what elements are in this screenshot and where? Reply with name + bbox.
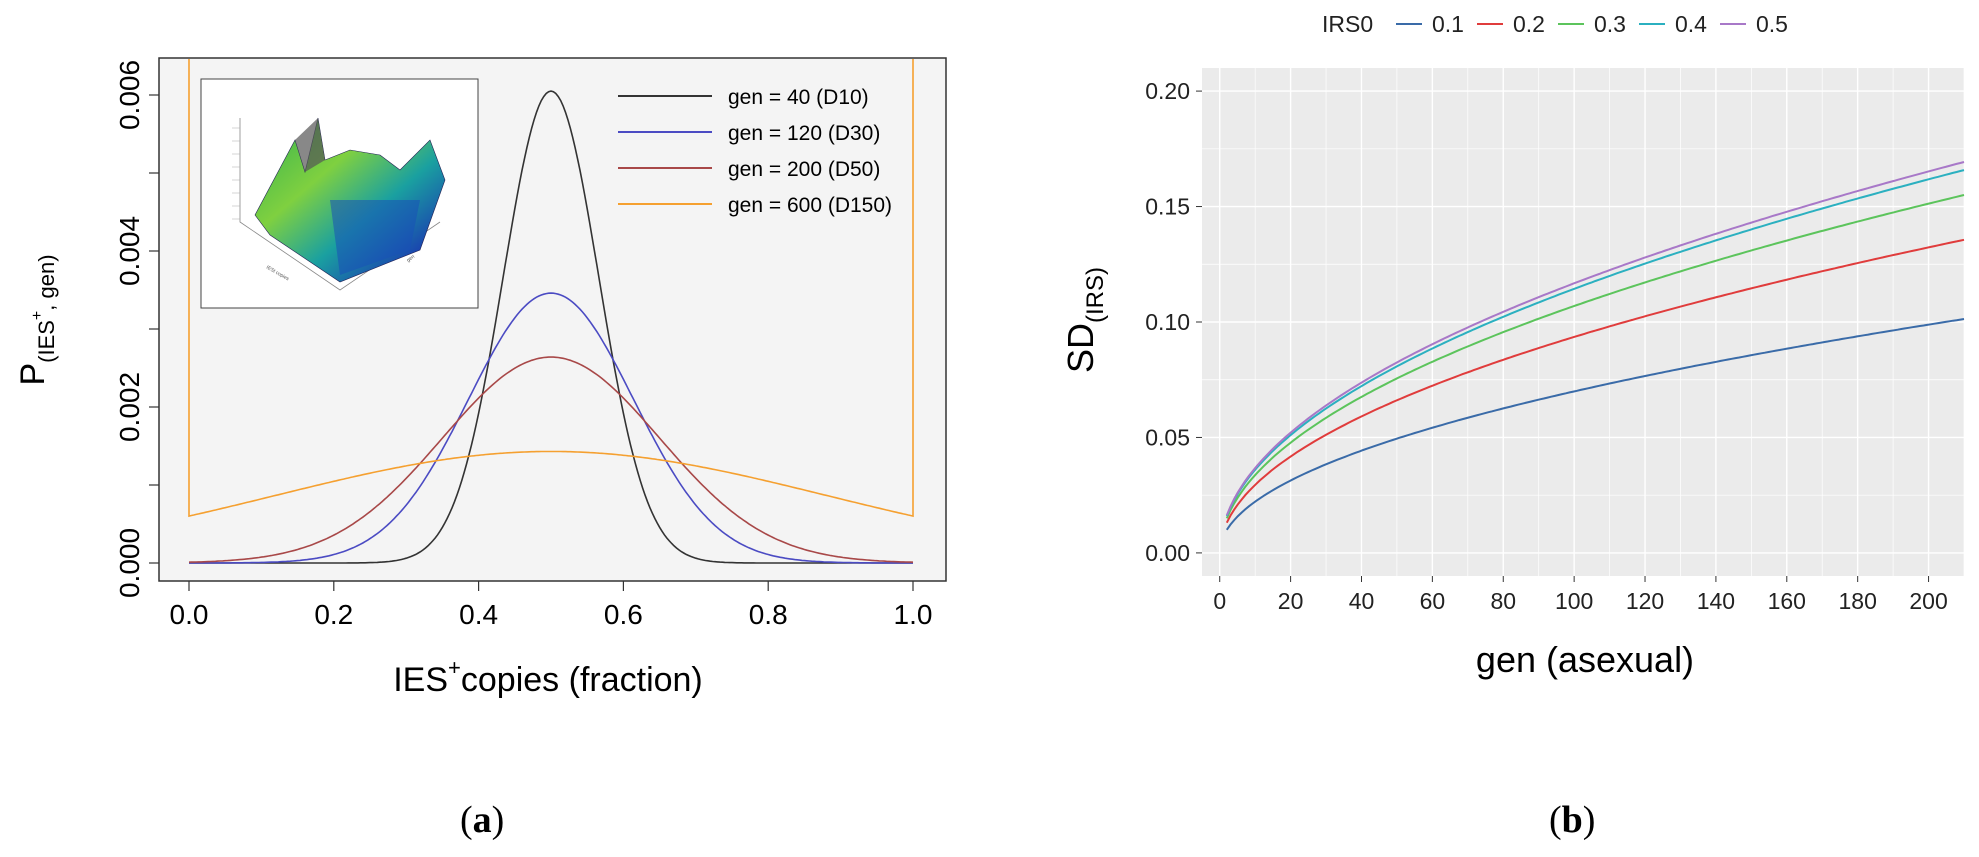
- a-x-tick-label: 0.6: [604, 599, 643, 630]
- a-legend-label: gen = 200 (D50): [728, 158, 880, 181]
- b-x-tick-label: 180: [1838, 588, 1876, 614]
- b-y-tick-label: 0.10: [1145, 309, 1190, 335]
- b-legend-label: 0.5: [1756, 11, 1788, 37]
- b-legend-label: 0.4: [1675, 11, 1707, 37]
- b-y-tick-label: 0.15: [1145, 194, 1190, 220]
- a-x-tick-label: 1.0: [894, 599, 933, 630]
- b-legend-label: 0.2: [1513, 11, 1545, 37]
- b-x-tick-label: 100: [1555, 588, 1593, 614]
- b-series-line: [1225, 318, 1965, 531]
- b-series-line: [1225, 194, 1965, 519]
- a-legend-label: gen = 40 (D10): [728, 86, 869, 109]
- b-x-tick-label: 20: [1278, 588, 1304, 614]
- panel-a-chart: 0.0 0.2 0.4 0.6 0.8 1.0 0.000 0.002 0.004 0.006: [14, 57, 947, 699]
- panel-label-a: (a): [460, 799, 505, 841]
- a-series-line: [189, 90, 913, 564]
- inset-y-axis-label: gen: [406, 254, 416, 264]
- b-legend-label: 0.1: [1432, 11, 1464, 37]
- b-x-tick-label: 80: [1490, 588, 1516, 614]
- a-x-tick-label: 0.4: [459, 599, 498, 630]
- panel-a-x-axis-label: IES+copies (fraction): [393, 655, 703, 699]
- b-series-line: [1225, 161, 1965, 516]
- a-y-tick-label: 0.004: [114, 216, 145, 286]
- b-x-tick-label: 200: [1909, 588, 1947, 614]
- a-y-tick-label: 0.006: [114, 60, 145, 130]
- b-x-tick-label: 140: [1697, 588, 1735, 614]
- a-x-tick-label: 0.0: [170, 599, 209, 630]
- b-legend-title: IRS0: [1322, 11, 1373, 37]
- panel-b-legend: IRS0 0.1 0.2 0.3 0.4 0.5: [1322, 11, 1788, 37]
- panel-b-chart: 0 20 40 60 80 100 120 140 160 180 200 0.000.050.10…: [1060, 11, 1965, 680]
- b-x-tick-label: 120: [1626, 588, 1664, 614]
- b-x-tick-label: 60: [1420, 588, 1446, 614]
- a-series-line: [188, 356, 914, 563]
- panel-a-legend: gen = 40 (D10) gen = 120 (D30) gen = 200 (…: [618, 86, 892, 217]
- panel-b-y-axis-label: SD(IRS): [1060, 267, 1109, 373]
- a-legend-label: gen = 600 (D150): [728, 194, 892, 217]
- b-legend-label: 0.3: [1594, 11, 1626, 37]
- b-y-tick-label: 0.20: [1145, 78, 1190, 104]
- a-x-tick-label: 0.8: [749, 599, 788, 630]
- b-y-tick-label: 0.05: [1145, 424, 1190, 450]
- a-series-line: [189, 292, 913, 564]
- a-y-tick-label: 0.000: [114, 528, 145, 598]
- b-y-tick-label: 0.00: [1145, 540, 1190, 566]
- a-series-line: [188, 59, 914, 518]
- panel-a-y-axis-label: P(IES+, gen): [14, 254, 59, 385]
- b-x-tick-label: 160: [1768, 588, 1806, 614]
- b-series-line: [1225, 238, 1965, 524]
- panel-b-x-axis-label: gen (asexual): [1476, 639, 1694, 680]
- a-x-tick-label: 0.2: [314, 599, 353, 630]
- b-x-tick-label: 40: [1349, 588, 1375, 614]
- b-x-tick-label: 0: [1213, 588, 1226, 614]
- a-legend-label: gen = 120 (D30): [728, 122, 880, 145]
- a-y-tick-label: 0.002: [114, 372, 145, 442]
- panel-label-b: (b): [1549, 799, 1596, 841]
- inset-surface-plot: IESt copies gen: [200, 78, 479, 309]
- b-series-line: [1225, 169, 1965, 517]
